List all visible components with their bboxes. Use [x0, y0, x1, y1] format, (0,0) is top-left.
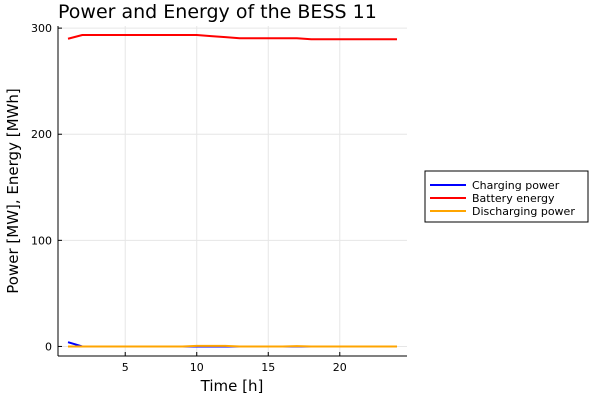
series-line-battery-energy	[67, 34, 397, 41]
y-tick-label: 0	[45, 340, 52, 353]
y-axis-label: Power [MW], Energy [MWh]	[4, 88, 22, 293]
grid	[58, 26, 407, 356]
legend-label: Discharging power	[472, 205, 575, 218]
legend-label: Charging power	[472, 179, 560, 192]
x-tick-label: 5	[122, 361, 129, 374]
chart-title: Power and Energy of the BESS 11	[58, 1, 377, 23]
y-tick-label: 100	[31, 234, 52, 247]
legend-box	[424, 170, 589, 223]
axes	[57, 26, 407, 357]
x-ticks: 5 10 15 20	[122, 352, 347, 374]
series-line-discharging-power	[68, 344, 397, 348]
y-tick-label: 300	[31, 22, 52, 35]
series	[67, 34, 397, 348]
y-ticks: 0 100 200 300	[31, 22, 62, 353]
x-tick-label: 20	[333, 361, 347, 374]
y-tick-label: 200	[31, 128, 52, 141]
x-axis-label: Time [h]	[200, 377, 264, 395]
x-tick-label: 15	[261, 361, 275, 374]
x-tick-label: 10	[190, 361, 204, 374]
legend-label: Battery energy	[472, 192, 555, 205]
